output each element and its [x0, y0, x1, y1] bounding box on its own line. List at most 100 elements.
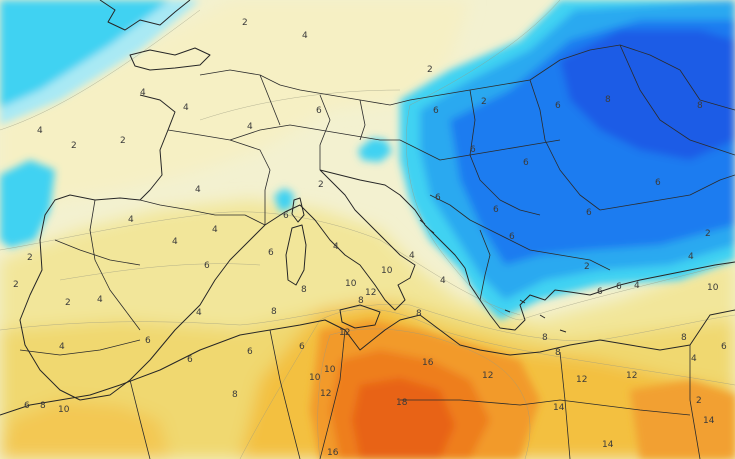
isotherm-label: 12 — [482, 371, 493, 381]
field-orange-east — [630, 380, 735, 459]
isotherm-label: 4 — [172, 237, 178, 247]
isotherm-label: 4 — [128, 215, 134, 225]
isotherm-label: 6 — [24, 401, 30, 411]
isotherm-label: 10 — [381, 266, 393, 276]
coast-adriatic — [319, 169, 466, 269]
isotherm-label: 6 — [187, 355, 193, 365]
border-line — [689, 345, 701, 459]
isotherm-label: 2 — [27, 253, 33, 263]
border-line — [259, 74, 281, 126]
border-line — [139, 199, 266, 226]
isotherm-label: 6 — [655, 178, 661, 188]
border-line — [129, 379, 151, 459]
coast-corsica — [291, 197, 305, 223]
isotherm-label: 18 — [396, 398, 408, 408]
field-gold-west — [0, 400, 170, 459]
isotherm-label: 10 — [345, 279, 357, 289]
isotherm-label: 8 — [416, 309, 422, 319]
border-line — [599, 174, 735, 211]
isotherm-label: 10 — [324, 365, 336, 375]
isotherm-label: 12 — [365, 288, 376, 298]
isotherm-label: 2 — [65, 298, 71, 308]
isotherm-label: 4 — [247, 122, 253, 132]
isotherm-label: 10 — [58, 405, 70, 415]
isotherm-label: 2 — [318, 180, 324, 190]
coastlines — [0, 0, 735, 416]
isotherm-label: 8 — [542, 333, 548, 343]
border-line — [19, 339, 141, 356]
isotherm-line — [317, 328, 531, 459]
isotherm-label: 14 — [602, 440, 614, 450]
isotherm-label: 4 — [195, 185, 201, 195]
coast-britain — [99, 0, 191, 31]
isotherm-label: 8 — [271, 307, 277, 317]
coast-italy-west — [264, 169, 416, 311]
isotherm-label: 6 — [204, 261, 210, 271]
isotherm-label: 2 — [427, 65, 433, 75]
isotherm-label: 6 — [247, 347, 253, 357]
coast-britain-south — [129, 47, 211, 71]
isotherm-label: 4 — [140, 88, 146, 98]
isotherm-label: 6 — [470, 145, 476, 155]
isotherm-label: 14 — [703, 416, 715, 426]
cold-field — [0, 0, 735, 320]
field-alps-cyan — [358, 138, 392, 162]
isotherm-label: 12 — [576, 375, 587, 385]
isotherm-label: 2 — [242, 18, 248, 28]
isotherm-label: 4 — [302, 31, 308, 41]
border-line — [229, 124, 400, 141]
isotherm-label: 16 — [327, 448, 339, 458]
border-line — [429, 194, 611, 271]
isotherm-label: 2 — [705, 229, 711, 239]
isotherm-label: 4 — [212, 225, 218, 235]
border-line — [54, 239, 141, 266]
isotherm-label: 8 — [358, 296, 364, 306]
isotherm-label: 6 — [616, 282, 622, 292]
isotherm-label: 6 — [268, 248, 274, 258]
isotherm-label: 6 — [435, 193, 441, 203]
isotherm-label: 8 — [605, 95, 611, 105]
isotherm-label: 2 — [71, 141, 77, 151]
isotherm-label: 6 — [433, 106, 439, 116]
isotherm-label: 4 — [183, 103, 189, 113]
coast-sicily — [339, 304, 381, 329]
border-line — [469, 89, 541, 216]
isotherm-label: 4 — [688, 252, 694, 262]
isotherm-label: 8 — [40, 401, 46, 411]
isotherm-line — [0, 304, 735, 341]
isotherm-label: 6 — [299, 342, 305, 352]
border-line — [89, 199, 141, 331]
isotherm-label: 8 — [555, 348, 561, 358]
field-atlantic-cyan — [0, 0, 170, 108]
border-line — [409, 44, 681, 101]
isotherm-label: 2 — [13, 280, 19, 290]
isotherm-label: 2 — [696, 396, 702, 406]
isotherm-label: 6 — [283, 211, 289, 221]
border-line — [559, 351, 571, 459]
isotherm-label: 4 — [59, 342, 65, 352]
border-line — [619, 44, 735, 156]
isotherm-label: 6 — [586, 208, 592, 218]
hot-core — [310, 320, 735, 459]
isotherm-label: 6 — [523, 158, 529, 168]
isotherm-label: 2 — [481, 97, 487, 107]
isotherm-label: 6 — [316, 106, 322, 116]
isotherm-label: 4 — [634, 281, 640, 291]
isotherm-label: 4 — [97, 295, 103, 305]
border-line — [199, 69, 411, 106]
border-line — [679, 69, 735, 111]
isotherm-label: 6 — [145, 336, 151, 346]
isotherm-label: 6 — [493, 205, 499, 215]
coast-iberia-south — [79, 224, 266, 401]
coast-north-africa — [0, 309, 735, 416]
isotherm-label: 8 — [681, 333, 687, 343]
border-line — [269, 329, 301, 459]
border-line — [167, 129, 271, 225]
border-line — [479, 229, 491, 301]
field-east-deep-blue — [560, 30, 735, 160]
border-line — [319, 94, 331, 170]
isotherm-label: 4 — [440, 276, 446, 286]
field-bay-cyan — [0, 160, 55, 248]
border-line — [400, 399, 691, 416]
